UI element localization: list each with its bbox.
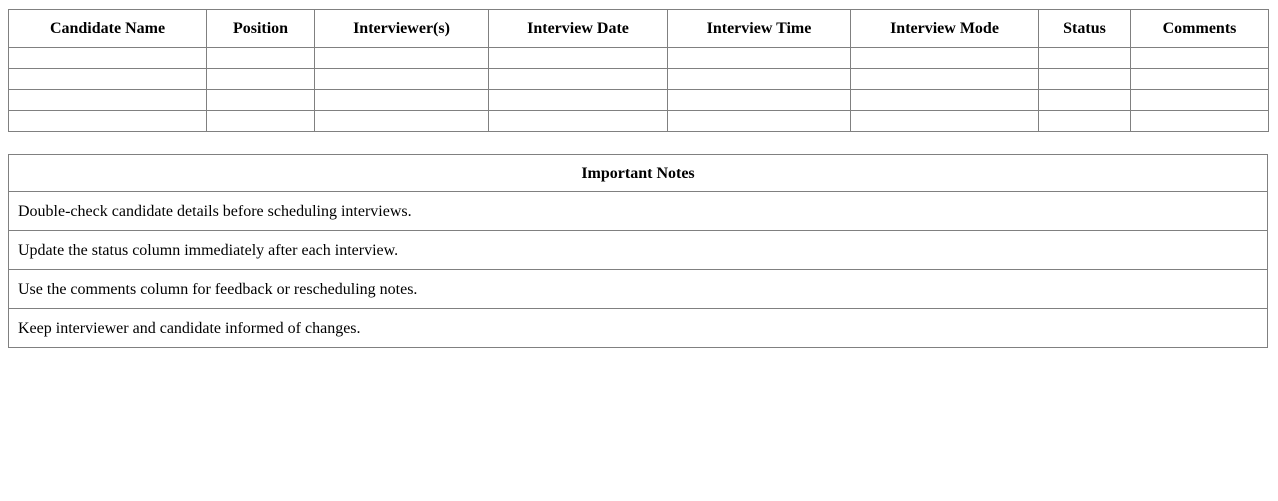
schedule-cell <box>8 89 207 111</box>
column-header-interviewers: Interviewer(s) <box>314 9 489 48</box>
note-row: Double-check candidate details before sc… <box>8 191 1268 231</box>
schedule-cell <box>488 110 668 132</box>
schedule-cell <box>850 47 1039 69</box>
note-text: Use the comments column for feedback or … <box>8 269 1268 309</box>
schedule-cell <box>1130 47 1269 69</box>
note-row: Update the status column immediately aft… <box>8 230 1268 270</box>
column-header-interview-mode: Interview Mode <box>850 9 1039 48</box>
note-text: Double-check candidate details before sc… <box>8 191 1268 231</box>
note-row: Use the comments column for feedback or … <box>8 269 1268 309</box>
schedule-row <box>8 68 1269 90</box>
schedule-cell <box>206 110 315 132</box>
schedule-cell <box>850 68 1039 90</box>
column-header-position: Position <box>206 9 315 48</box>
schedule-cell <box>667 89 851 111</box>
notes-title: Important Notes <box>8 154 1268 192</box>
interview-schedule-table: Candidate Name Position Interviewer(s) I… <box>8 9 1269 132</box>
schedule-cell <box>488 68 668 90</box>
schedule-cell <box>206 68 315 90</box>
column-header-candidate-name: Candidate Name <box>8 9 207 48</box>
schedule-cell <box>8 47 207 69</box>
schedule-cell <box>206 89 315 111</box>
note-text: Update the status column immediately aft… <box>8 230 1268 270</box>
schedule-cell <box>206 47 315 69</box>
notes-title-row: Important Notes <box>8 154 1268 192</box>
schedule-header-row: Candidate Name Position Interviewer(s) I… <box>8 9 1269 48</box>
schedule-cell <box>667 47 851 69</box>
schedule-cell <box>1038 110 1131 132</box>
schedule-table-body <box>8 47 1269 132</box>
schedule-cell <box>667 68 851 90</box>
schedule-row <box>8 47 1269 69</box>
schedule-cell <box>8 68 207 90</box>
schedule-cell <box>314 110 489 132</box>
schedule-cell <box>8 110 207 132</box>
column-header-status: Status <box>1038 9 1131 48</box>
note-row: Keep interviewer and candidate informed … <box>8 308 1268 348</box>
schedule-cell <box>667 110 851 132</box>
schedule-cell <box>1130 110 1269 132</box>
schedule-cell <box>314 47 489 69</box>
important-notes-table: Important Notes Double-check candidate d… <box>8 154 1268 348</box>
schedule-cell <box>850 89 1039 111</box>
schedule-cell <box>488 89 668 111</box>
schedule-cell <box>1038 68 1131 90</box>
schedule-cell <box>1130 89 1269 111</box>
column-header-interview-date: Interview Date <box>488 9 668 48</box>
schedule-cell <box>1038 47 1131 69</box>
note-text: Keep interviewer and candidate informed … <box>8 308 1268 348</box>
schedule-cell <box>314 89 489 111</box>
schedule-row <box>8 110 1269 132</box>
column-header-comments: Comments <box>1130 9 1269 48</box>
schedule-cell <box>1038 89 1131 111</box>
column-header-interview-time: Interview Time <box>667 9 851 48</box>
schedule-cell <box>488 47 668 69</box>
schedule-cell <box>1130 68 1269 90</box>
schedule-cell <box>314 68 489 90</box>
schedule-row <box>8 89 1269 111</box>
schedule-cell <box>850 110 1039 132</box>
